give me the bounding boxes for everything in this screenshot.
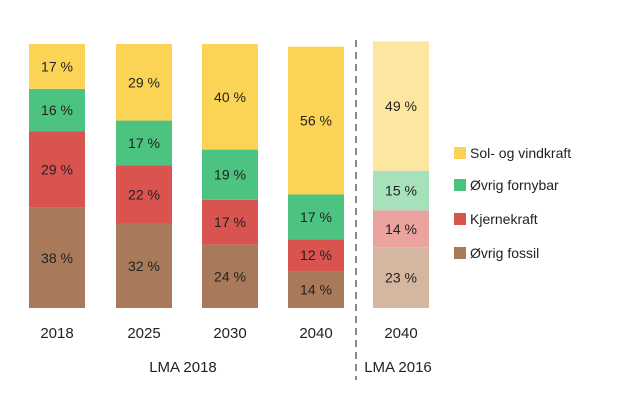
bar-segment xyxy=(373,247,429,308)
data-label: 56 % xyxy=(300,113,332,129)
bar-segment xyxy=(202,149,258,200)
x-axis-ticks: 2018 2025 2030 2040 2040 xyxy=(40,325,417,342)
bar-segment xyxy=(202,44,258,150)
data-label: 14 % xyxy=(385,221,417,237)
bar-segment xyxy=(202,244,258,308)
data-label: 15 % xyxy=(385,183,417,199)
legend-label: Øvrig fornybar xyxy=(470,177,559,193)
x-tick-label: 2030 xyxy=(213,325,246,342)
bar-segment xyxy=(373,41,429,171)
data-label: 17 % xyxy=(300,209,332,225)
bar-segment xyxy=(116,165,172,224)
data-label: 29 % xyxy=(128,74,160,90)
data-label: 22 % xyxy=(128,186,160,202)
legend-swatch xyxy=(454,213,466,225)
x-tick-label: 2025 xyxy=(127,325,160,342)
data-label: 32 % xyxy=(128,258,160,274)
data-label: 40 % xyxy=(214,89,246,105)
data-label: 49 % xyxy=(385,98,417,114)
bar-segment xyxy=(29,207,85,308)
bar-segment xyxy=(288,46,344,195)
x-tick-label: 2040 xyxy=(299,325,332,342)
legend-label: Kjernekraft xyxy=(470,211,538,227)
data-label: 29 % xyxy=(41,161,73,177)
bar-segment xyxy=(29,131,85,208)
bar-segment xyxy=(373,170,429,211)
data-label: 19 % xyxy=(214,167,246,183)
data-label: 17 % xyxy=(41,58,73,74)
group-label: LMA 2018 xyxy=(149,359,217,376)
data-label: 16 % xyxy=(41,102,73,118)
data-label: 23 % xyxy=(385,270,417,286)
bar-segment xyxy=(116,120,172,166)
bar-segment xyxy=(373,210,429,248)
bar-segment xyxy=(29,88,85,132)
bar-segment xyxy=(288,271,344,308)
bar-segment xyxy=(116,44,172,121)
bar-segment xyxy=(288,239,344,272)
legend-label: Øvrig fossil xyxy=(470,245,539,261)
legend-swatch xyxy=(454,147,466,159)
bar-segment xyxy=(202,199,258,245)
data-label: 14 % xyxy=(300,282,332,298)
bar-segment xyxy=(288,194,344,240)
data-label: 17 % xyxy=(128,135,160,151)
data-label: 38 % xyxy=(41,250,73,266)
data-label: 17 % xyxy=(214,214,246,230)
legend-swatch xyxy=(454,247,466,259)
x-tick-label: 2040 xyxy=(384,325,417,342)
data-label: 12 % xyxy=(300,247,332,263)
group-label: LMA 2016 xyxy=(364,359,432,376)
bars-layer xyxy=(29,41,429,308)
group-labels: LMA 2018 LMA 2016 xyxy=(149,359,432,376)
bar-segment xyxy=(29,44,85,89)
segment-labels-layer: 38 % 29 % 16 % 17 % 32 % 22 % 17 % 29 % 24 % 17 %… xyxy=(41,58,417,297)
data-label: 24 % xyxy=(214,268,246,284)
x-tick-label: 2018 xyxy=(40,325,73,342)
legend-label: Sol- og vindkraft xyxy=(470,145,571,161)
bar-segment xyxy=(116,223,172,308)
legend: Sol- og vindkraft Øvrig fornybar Kjernekra… xyxy=(454,145,571,261)
legend-swatch xyxy=(454,179,466,191)
